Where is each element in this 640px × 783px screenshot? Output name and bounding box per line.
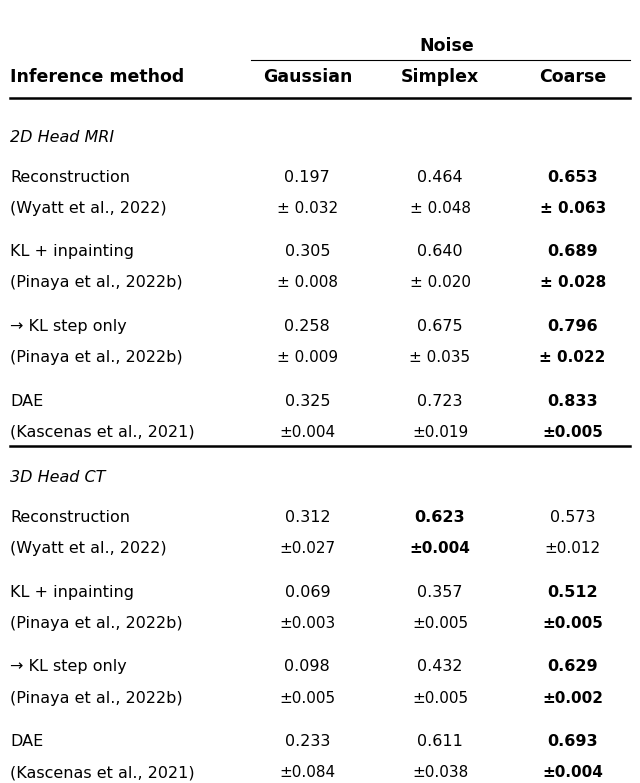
Text: 0.629: 0.629 bbox=[547, 659, 598, 674]
Text: 0.069: 0.069 bbox=[285, 585, 330, 600]
Text: ±0.012: ±0.012 bbox=[545, 541, 601, 556]
Text: ±0.004: ±0.004 bbox=[542, 765, 603, 781]
Text: (Pinaya et al., 2022b): (Pinaya et al., 2022b) bbox=[10, 616, 183, 631]
Text: 0.197: 0.197 bbox=[285, 170, 330, 185]
Text: ±0.004: ±0.004 bbox=[410, 541, 470, 556]
Text: 0.640: 0.640 bbox=[417, 244, 463, 259]
Text: 0.611: 0.611 bbox=[417, 734, 463, 749]
Text: ± 0.020: ± 0.020 bbox=[410, 276, 470, 290]
Text: Reconstruction: Reconstruction bbox=[10, 510, 131, 525]
Text: 0.305: 0.305 bbox=[285, 244, 330, 259]
Text: ± 0.009: ± 0.009 bbox=[277, 350, 338, 365]
Text: ±0.038: ±0.038 bbox=[412, 765, 468, 781]
Text: → KL step only: → KL step only bbox=[10, 659, 127, 674]
Text: Simplex: Simplex bbox=[401, 67, 479, 85]
Text: 0.689: 0.689 bbox=[547, 244, 598, 259]
Text: ±0.005: ±0.005 bbox=[412, 691, 468, 705]
Text: 0.675: 0.675 bbox=[417, 319, 463, 334]
Text: 0.623: 0.623 bbox=[415, 510, 465, 525]
Text: (Pinaya et al., 2022b): (Pinaya et al., 2022b) bbox=[10, 691, 183, 705]
Text: ±0.027: ±0.027 bbox=[279, 541, 335, 556]
Text: ±0.005: ±0.005 bbox=[412, 616, 468, 631]
Text: ±0.003: ±0.003 bbox=[279, 616, 335, 631]
Text: ± 0.008: ± 0.008 bbox=[277, 276, 338, 290]
Text: 0.357: 0.357 bbox=[417, 585, 463, 600]
Text: Coarse: Coarse bbox=[539, 67, 606, 85]
Text: 0.464: 0.464 bbox=[417, 170, 463, 185]
Text: 0.653: 0.653 bbox=[547, 170, 598, 185]
Text: Reconstruction: Reconstruction bbox=[10, 170, 131, 185]
Text: 0.312: 0.312 bbox=[285, 510, 330, 525]
Text: ±0.005: ±0.005 bbox=[542, 424, 603, 440]
Text: ±0.084: ±0.084 bbox=[279, 765, 335, 781]
Text: ±0.004: ±0.004 bbox=[279, 424, 335, 440]
Text: (Wyatt et al., 2022): (Wyatt et al., 2022) bbox=[10, 200, 167, 216]
Text: (Pinaya et al., 2022b): (Pinaya et al., 2022b) bbox=[10, 350, 183, 365]
Text: ±0.019: ±0.019 bbox=[412, 424, 468, 440]
Text: 0.796: 0.796 bbox=[547, 319, 598, 334]
Text: 3D Head CT: 3D Head CT bbox=[10, 471, 106, 485]
Text: ±0.002: ±0.002 bbox=[542, 691, 603, 705]
Text: 2D Head MRI: 2D Head MRI bbox=[10, 130, 115, 145]
Text: (Wyatt et al., 2022): (Wyatt et al., 2022) bbox=[10, 541, 167, 556]
Text: ± 0.028: ± 0.028 bbox=[540, 276, 606, 290]
Text: KL + inpainting: KL + inpainting bbox=[10, 244, 134, 259]
Text: 0.512: 0.512 bbox=[547, 585, 598, 600]
Text: DAE: DAE bbox=[10, 734, 44, 749]
Text: 0.693: 0.693 bbox=[547, 734, 598, 749]
Text: 0.098: 0.098 bbox=[285, 659, 330, 674]
Text: 0.723: 0.723 bbox=[417, 394, 463, 409]
Text: 0.325: 0.325 bbox=[285, 394, 330, 409]
Text: → KL step only: → KL step only bbox=[10, 319, 127, 334]
Text: KL + inpainting: KL + inpainting bbox=[10, 585, 134, 600]
Text: ± 0.063: ± 0.063 bbox=[540, 200, 606, 216]
Text: DAE: DAE bbox=[10, 394, 44, 409]
Text: 0.258: 0.258 bbox=[285, 319, 330, 334]
Text: (Kascenas et al., 2021): (Kascenas et al., 2021) bbox=[10, 424, 195, 440]
Text: ± 0.022: ± 0.022 bbox=[540, 350, 606, 365]
Text: 0.432: 0.432 bbox=[417, 659, 463, 674]
Text: ±0.005: ±0.005 bbox=[279, 691, 335, 705]
Text: ± 0.035: ± 0.035 bbox=[410, 350, 470, 365]
Text: (Pinaya et al., 2022b): (Pinaya et al., 2022b) bbox=[10, 276, 183, 290]
Text: ±0.005: ±0.005 bbox=[542, 616, 603, 631]
Text: Noise: Noise bbox=[419, 37, 474, 55]
Text: ± 0.032: ± 0.032 bbox=[277, 200, 338, 216]
Text: 0.573: 0.573 bbox=[550, 510, 595, 525]
Text: 0.833: 0.833 bbox=[547, 394, 598, 409]
Text: Gaussian: Gaussian bbox=[262, 67, 352, 85]
Text: (Kascenas et al., 2021): (Kascenas et al., 2021) bbox=[10, 765, 195, 781]
Text: 0.233: 0.233 bbox=[285, 734, 330, 749]
Text: Inference method: Inference method bbox=[10, 67, 185, 85]
Text: ± 0.048: ± 0.048 bbox=[410, 200, 470, 216]
